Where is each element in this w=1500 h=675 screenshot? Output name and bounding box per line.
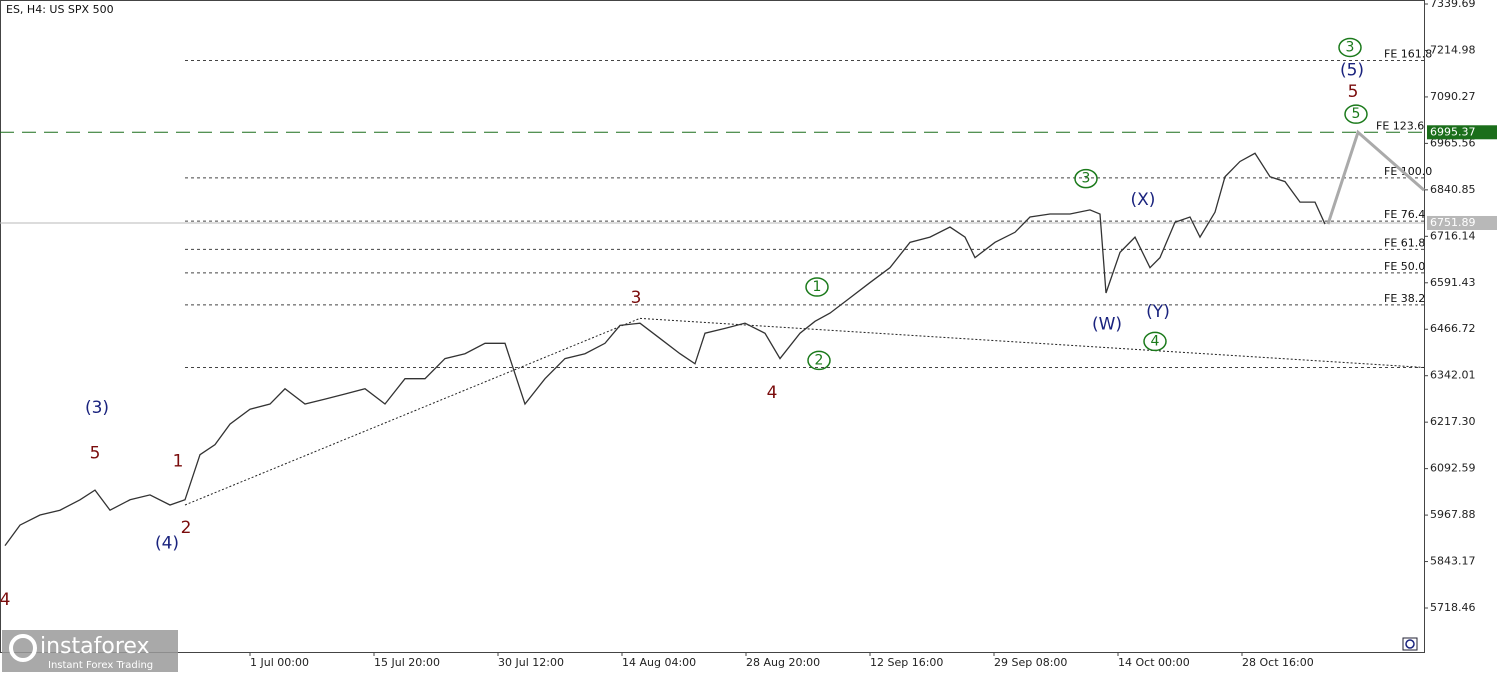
- watermark: instaforex Instant Forex Trading: [2, 630, 178, 672]
- y-tick-label: 7214.98: [1430, 43, 1476, 56]
- x-tick-label: 29 Sep 08:00: [994, 656, 1067, 669]
- wave-label: 3: [1346, 39, 1355, 55]
- wave-label: (3): [85, 398, 109, 418]
- fib-level-label: FE 100.0: [1384, 165, 1432, 178]
- trend-line: [639, 317, 1425, 369]
- wave-label: 5: [90, 444, 101, 464]
- fib-level-label: FE 38.2: [1384, 292, 1425, 305]
- y-tick-label: 5967.88: [1430, 508, 1476, 521]
- wave-label: 1: [173, 451, 184, 471]
- fib-level-label: FE 76.4: [1384, 208, 1425, 221]
- wave-label: (W): [1092, 314, 1122, 334]
- y-tick-label: 7339.69: [1430, 0, 1476, 10]
- y-tick-label: 5718.46: [1430, 601, 1476, 614]
- target-level-label: FE 123.6: [1376, 119, 1424, 132]
- trend-line: [184, 317, 641, 506]
- wave-circle: [1338, 37, 1362, 58]
- chart-title: ES, H4: US SPX 500: [6, 3, 114, 16]
- wave-label: 4: [767, 383, 778, 403]
- wave-label: 5: [1352, 106, 1361, 122]
- scroll-icon: [1405, 639, 1415, 649]
- y-tick-label: 6840.85: [1430, 183, 1476, 196]
- current-price-box: [1427, 215, 1497, 230]
- wave-circle: [1143, 331, 1167, 352]
- x-tick-label: 12 Sep 16:00: [870, 656, 943, 669]
- wave-label: (4): [155, 533, 179, 553]
- current-price-label: 6751.89: [1430, 216, 1476, 229]
- fib-level-label: FE 50.0: [1384, 260, 1425, 273]
- wave-label: 4: [0, 590, 10, 610]
- wave-label: 3: [631, 288, 642, 308]
- wave-label: 2: [181, 518, 192, 538]
- fib-level-label: FE 61.8: [1384, 236, 1425, 249]
- wave-circle: [805, 277, 829, 297]
- watermark-tagline: Instant Forex Trading: [48, 660, 153, 671]
- x-tick-label: 30 Jul 12:00: [498, 656, 564, 669]
- wave-label: 4: [1151, 333, 1160, 349]
- wave-label: 3: [1082, 171, 1091, 187]
- y-tick-label: 6342.01: [1430, 369, 1476, 382]
- watermark-logo: [9, 634, 37, 662]
- y-tick-label: 7090.27: [1430, 90, 1476, 103]
- wave-label: (X): [1131, 190, 1156, 210]
- wave-label: 2: [815, 352, 824, 368]
- x-tick-label: 28 Aug 20:00: [746, 656, 820, 669]
- wave-circle: [1344, 104, 1368, 124]
- y-tick-label: 6466.72: [1430, 322, 1476, 335]
- y-tick-label: 5843.17: [1430, 555, 1476, 568]
- y-tick-label: 6716.14: [1430, 229, 1476, 242]
- wave-label: (Y): [1146, 302, 1170, 322]
- y-tick-label: 6217.30: [1430, 415, 1476, 428]
- x-tick-label: 1 Jul 00:00: [250, 656, 309, 669]
- y-tick-label: 6092.59: [1430, 462, 1476, 475]
- scroll-button[interactable]: [1402, 637, 1418, 651]
- projection-path: [1326, 129, 1425, 225]
- fib-level-label: FE 161.8: [1384, 48, 1432, 61]
- plot-frame: [0, 0, 1425, 653]
- x-tick-label: 14 Oct 00:00: [1118, 656, 1190, 669]
- y-tick-label: 6965.56: [1430, 136, 1476, 149]
- x-tick-label: 28 Oct 16:00: [1242, 656, 1314, 669]
- target-price-label: 6995.37: [1430, 125, 1476, 138]
- wave-circle: [1074, 168, 1098, 189]
- price-line: [4, 152, 1326, 546]
- x-tick-label: 15 Jul 20:00: [374, 656, 440, 669]
- watermark-brand: instaforex: [40, 634, 150, 659]
- y-tick-label: 6591.43: [1430, 276, 1476, 289]
- wave-label: (5): [1340, 61, 1364, 81]
- wave-label: 1: [813, 279, 822, 295]
- wave-circle: [807, 350, 831, 371]
- x-tick-label: 14 Aug 04:00: [622, 656, 696, 669]
- wave-label: 5: [1348, 82, 1359, 102]
- target-price-box: [1427, 125, 1497, 140]
